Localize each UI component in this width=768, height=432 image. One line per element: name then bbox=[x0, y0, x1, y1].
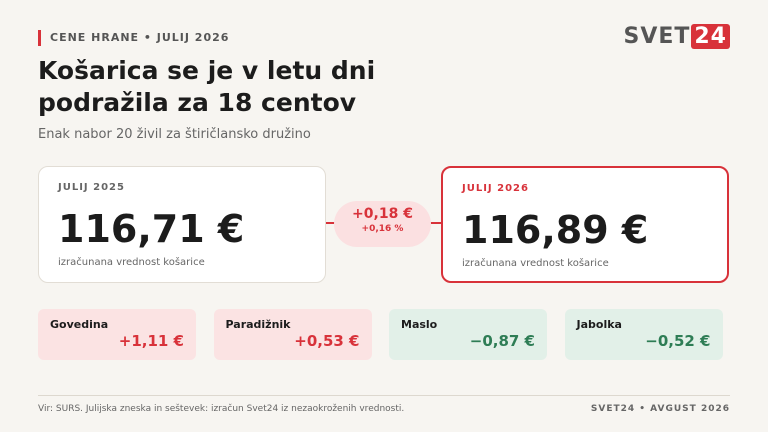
connector bbox=[326, 222, 338, 224]
change-percent: +0,16 % bbox=[361, 224, 404, 234]
item-name: Paradižnik bbox=[225, 318, 291, 331]
change-amount: +0,18 € bbox=[352, 206, 413, 222]
item-name: Govedina bbox=[50, 318, 109, 331]
change-pill: +0,18 € +0,16 % bbox=[334, 201, 431, 247]
card-amount: 116,71 € bbox=[58, 207, 245, 251]
logo-word: SVET bbox=[623, 24, 691, 49]
item-name: Jabolka bbox=[576, 318, 622, 331]
logo-number: 24 bbox=[691, 24, 730, 49]
title: podražila za 18 centov bbox=[38, 88, 357, 117]
item-card: Paradižnik +0,53 € bbox=[213, 309, 372, 360]
card-caption: izračunana vrednost košarice bbox=[58, 257, 205, 268]
source: Vir: SURS. Julijska zneska in seštevek: … bbox=[38, 404, 405, 414]
subtitle: Enak nabor 20 živil za štiričlansko druž… bbox=[38, 127, 311, 142]
divider bbox=[38, 395, 730, 396]
item-name: Maslo bbox=[401, 318, 438, 331]
item-card: Maslo −0,87 € bbox=[389, 309, 547, 360]
card: JULIJ 2026 116,89 € izračunana vrednost … bbox=[441, 166, 729, 283]
item-change: −0,52 € bbox=[645, 332, 711, 350]
connector bbox=[430, 222, 442, 224]
item-change: −0,87 € bbox=[469, 332, 535, 350]
kicker: CENE HRANE • JULIJ 2026 bbox=[38, 30, 229, 46]
card-caption: izračunana vrednost košarice bbox=[462, 258, 609, 269]
title: Košarica se je v letu dni bbox=[38, 56, 376, 85]
card-label: JULIJ 2025 bbox=[58, 182, 125, 193]
card-label: JULIJ 2026 bbox=[462, 183, 529, 194]
logo: SVET 24 bbox=[623, 24, 730, 49]
item-change: +0,53 € bbox=[294, 332, 360, 350]
item-card: Govedina +1,11 € bbox=[38, 309, 196, 360]
item-change: +1,11 € bbox=[118, 332, 184, 350]
card: JULIJ 2025 116,71 € izračunana vrednost … bbox=[38, 166, 326, 283]
credit: SVET24 • AVGUST 2026 bbox=[590, 404, 730, 414]
item-card: Jabolka −0,52 € bbox=[564, 309, 723, 360]
card-amount: 116,89 € bbox=[462, 208, 649, 252]
